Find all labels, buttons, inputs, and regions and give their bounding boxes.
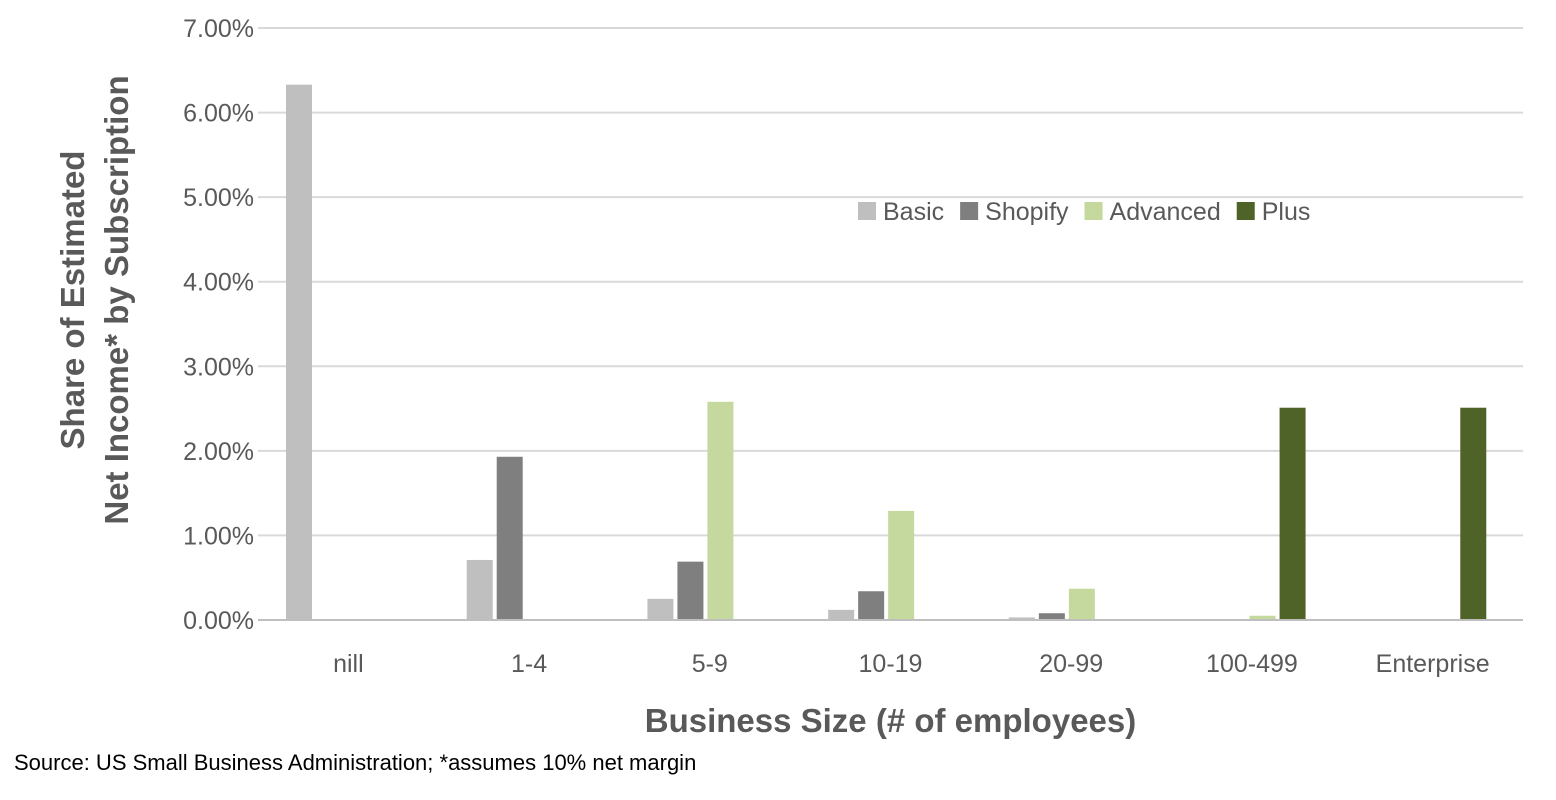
- x-tick-label: 5-9: [692, 650, 728, 678]
- y-tick-label: 5.00%: [183, 184, 254, 212]
- legend-label-shopify: Shopify: [985, 198, 1069, 226]
- x-tick-label: 20-99: [1039, 650, 1103, 678]
- y-tick-label: 4.00%: [183, 269, 254, 297]
- bar-advanced-4: [1068, 588, 1095, 620]
- bar-shopify-3: [858, 591, 885, 620]
- bar-shopify-1: [496, 456, 523, 620]
- x-tick-label: nill: [333, 650, 364, 678]
- bar-shopify-2: [677, 561, 704, 620]
- legend-label-advanced: Advanced: [1110, 198, 1221, 226]
- bar-basic-0: [286, 84, 312, 621]
- bar-basic-2: [647, 598, 674, 620]
- legend-label-basic: Basic: [883, 198, 944, 226]
- y-tick-label: 6.00%: [183, 100, 254, 128]
- y-tick-label: 2.00%: [183, 438, 254, 466]
- legend-swatch-plus: [1236, 202, 1255, 220]
- x-tick-label: Enterprise: [1376, 650, 1490, 678]
- bar-basic-1: [466, 559, 493, 620]
- bar-plus-5: [1279, 407, 1306, 620]
- y-tick-label: 7.00%: [183, 15, 254, 43]
- y-axis-title-line: Net Income* by Subscription: [98, 75, 135, 524]
- source-note: Source: US Small Business Administration…: [14, 750, 697, 775]
- legend-swatch-basic: [858, 202, 876, 220]
- y-tick-label: 1.00%: [183, 522, 254, 550]
- x-tick-label: 100-499: [1206, 650, 1298, 678]
- x-tick-label: 10-19: [859, 650, 923, 678]
- bar-basic-3: [828, 609, 855, 620]
- y-tick-label: 0.00%: [183, 607, 254, 635]
- bar-shopify-4: [1038, 613, 1065, 620]
- y-tick-label: 3.00%: [183, 353, 254, 381]
- bar-basic-4: [1008, 617, 1035, 620]
- bar-plus-6: [1460, 407, 1487, 620]
- bar-advanced-5: [1249, 615, 1276, 620]
- bar-chart: 0.00% 1.00% 2.00% 3.00% 4.00% 5.00% 6.00% 7.00%…: [54, 15, 1523, 739]
- legend-swatch-shopify: [960, 202, 979, 220]
- y-axis-title: Share of Estimated Net Income* by Subscri…: [54, 75, 135, 524]
- legend-label-plus: Plus: [1262, 198, 1311, 226]
- x-tick-label: 1-4: [511, 650, 547, 678]
- x-axis-title: Business Size (# of employees): [645, 702, 1137, 739]
- bar-advanced-2: [707, 401, 734, 620]
- legend-swatch-advanced: [1084, 202, 1103, 220]
- bar-advanced-3: [888, 510, 915, 620]
- y-axis-title-line: Share of Estimated: [54, 151, 91, 450]
